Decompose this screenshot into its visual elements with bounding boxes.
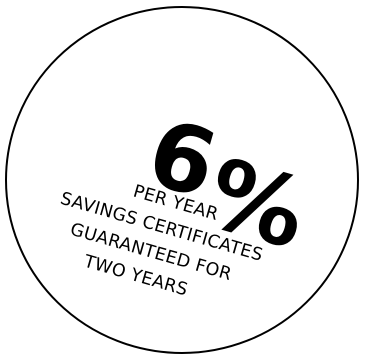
badge-circle: [5, 6, 359, 354]
